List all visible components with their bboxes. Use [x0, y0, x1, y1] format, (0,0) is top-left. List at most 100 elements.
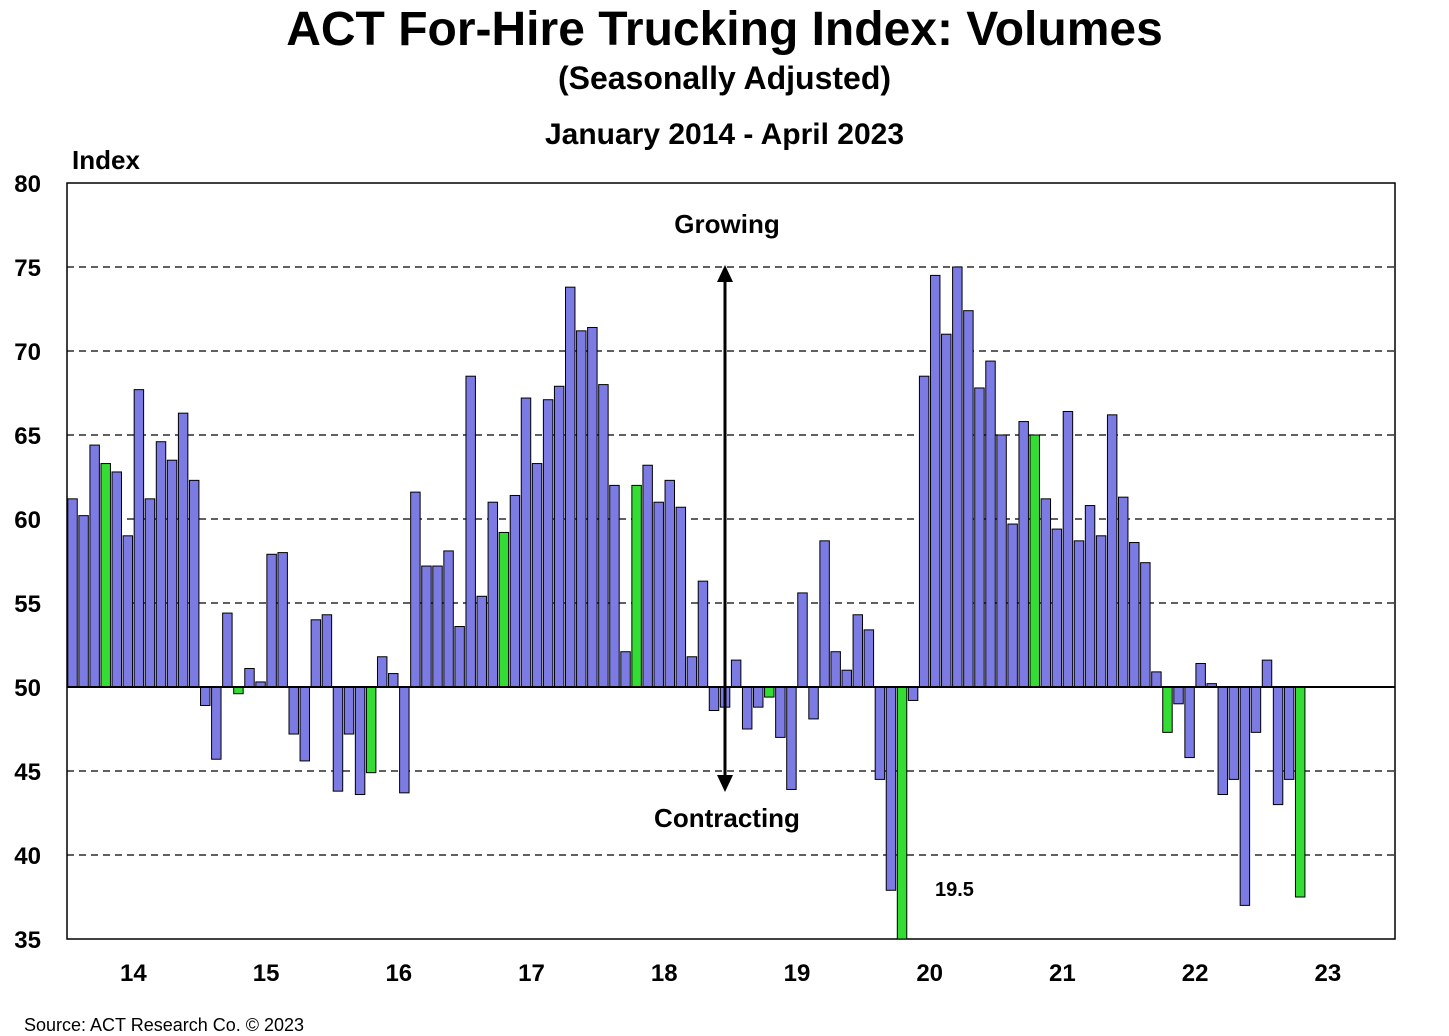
bar: [841, 669, 852, 688]
bar: [885, 686, 897, 891]
bar: [1084, 505, 1096, 688]
bar: [509, 494, 521, 688]
bar: [531, 463, 543, 688]
x-tick-label: 22: [1182, 960, 1209, 987]
bar: [365, 686, 377, 774]
bar: [985, 360, 996, 688]
bar: [133, 389, 145, 688]
bar: [155, 441, 167, 688]
bar: [211, 686, 222, 760]
bar: [78, 515, 89, 688]
bar: [1129, 542, 1140, 688]
bar: [1151, 671, 1162, 688]
bar: [310, 619, 322, 688]
bar: [675, 506, 687, 688]
bar: [1040, 498, 1052, 688]
bar: [852, 614, 864, 688]
bar: [1261, 659, 1273, 688]
source-note: Source: ACT Research Co. © 2023: [24, 1015, 305, 1035]
bar: [277, 552, 288, 688]
bar: [553, 385, 565, 688]
bar: [542, 399, 554, 688]
arrow-down-head: [717, 775, 733, 792]
bar: [432, 565, 443, 688]
bar: [465, 375, 476, 688]
bar: [598, 384, 609, 688]
bar: [642, 464, 653, 688]
x-tick-label: 20: [916, 960, 943, 987]
bar: [122, 535, 134, 688]
bar: [874, 686, 886, 780]
y-tick-label: 65: [14, 423, 41, 450]
bar: [631, 484, 642, 688]
bar: [354, 686, 366, 796]
bar: [1217, 686, 1229, 796]
bar: [708, 686, 720, 712]
growing-label: Growing: [674, 209, 779, 239]
bar: [1106, 414, 1118, 688]
x-tick-label: 18: [651, 960, 678, 987]
bar: [907, 686, 919, 701]
bar: [1029, 434, 1040, 688]
bar: [819, 540, 830, 688]
bar: [786, 686, 797, 790]
bar: [454, 626, 465, 688]
bar: [233, 686, 244, 695]
y-tick-label: 75: [14, 255, 41, 282]
bar: [399, 686, 410, 794]
y-tick-label: 80: [14, 171, 41, 198]
bar: [177, 412, 189, 688]
bar: [1173, 686, 1184, 705]
bar: [697, 580, 709, 688]
y-tick-label: 55: [14, 591, 41, 618]
bar: [609, 484, 620, 688]
chart-title: ACT For-Hire Trucking Index: Volumes: [286, 3, 1163, 56]
y-tick-label: 35: [14, 927, 41, 954]
x-tick-label: 15: [253, 960, 280, 987]
bar: [576, 330, 587, 688]
bar: [1162, 686, 1173, 733]
bar: [1283, 686, 1295, 780]
bar: [100, 463, 111, 688]
bar: [166, 459, 178, 688]
bar: [1228, 686, 1240, 780]
y-axis-label: Index: [72, 145, 140, 175]
bar: [144, 498, 156, 688]
min-value-label: 19.5: [935, 879, 974, 901]
bar: [343, 686, 355, 735]
bar: [830, 651, 841, 688]
y-tick-label: 45: [14, 759, 41, 786]
bar: [1007, 523, 1018, 688]
x-tick-label: 23: [1314, 960, 1341, 987]
bar: [476, 595, 487, 688]
bar: [974, 387, 985, 688]
bar: [1073, 540, 1085, 688]
chart-period: January 2014 - April 2023: [544, 118, 905, 151]
bar: [288, 686, 299, 735]
bar: [89, 444, 100, 688]
x-tick-label: 19: [784, 960, 811, 987]
bar: [775, 686, 786, 738]
y-tick-label: 50: [14, 675, 41, 702]
bar: [388, 673, 399, 688]
bar: [487, 501, 499, 688]
bar: [565, 286, 576, 688]
bar: [1051, 528, 1063, 688]
bar: [1195, 662, 1206, 688]
bar: [863, 629, 875, 688]
bar: [730, 659, 742, 688]
bar: [741, 686, 753, 730]
bar: [620, 651, 631, 688]
bar: [686, 656, 698, 688]
bar: [200, 686, 211, 706]
arrow-up-head: [717, 265, 733, 282]
bar: [321, 614, 333, 688]
bar: [188, 479, 200, 688]
bar: [952, 266, 963, 688]
bar: [996, 434, 1007, 688]
bar: [520, 397, 532, 688]
bar: [941, 333, 952, 688]
bar: [918, 375, 930, 688]
contracting-label: Contracting: [654, 803, 800, 833]
bar: [808, 686, 819, 720]
